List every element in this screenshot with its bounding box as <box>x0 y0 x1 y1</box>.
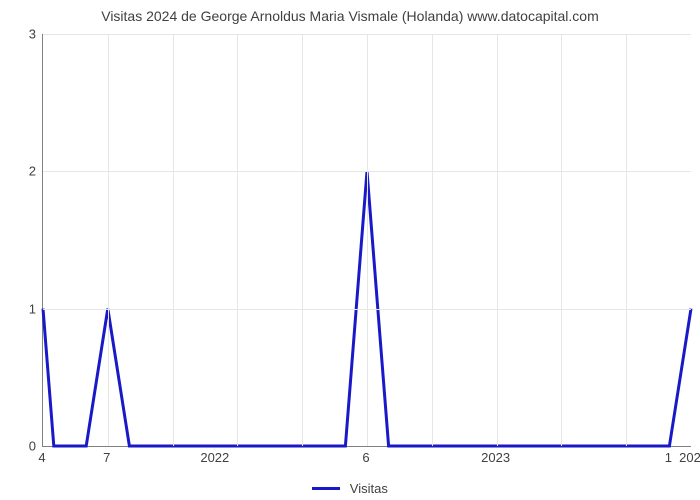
y-tick: 2 <box>2 164 36 179</box>
y-tick: 1 <box>2 301 36 316</box>
grid-v <box>367 34 368 446</box>
x-tick: 6 <box>362 450 369 465</box>
x-tick: 1 <box>665 450 672 465</box>
grid-v <box>432 34 433 446</box>
chart-title: Visitas 2024 de George Arnoldus Maria Vi… <box>0 8 700 24</box>
x-tick: 4 <box>38 450 45 465</box>
grid-v <box>237 34 238 446</box>
grid-v <box>561 34 562 446</box>
x-tick: 2022 <box>200 450 229 465</box>
y-tick: 0 <box>2 439 36 454</box>
x-tick: 7 <box>103 450 110 465</box>
legend: Visitas <box>0 480 700 496</box>
legend-label: Visitas <box>350 481 388 496</box>
grid-v <box>497 34 498 446</box>
grid-v <box>302 34 303 446</box>
grid-v <box>173 34 174 446</box>
y-tick: 3 <box>2 27 36 42</box>
x-tick: 2023 <box>481 450 510 465</box>
plot-area <box>42 34 691 447</box>
x-tick: 202 <box>679 450 700 465</box>
legend-swatch <box>312 487 340 490</box>
grid-v <box>108 34 109 446</box>
grid-v <box>626 34 627 446</box>
